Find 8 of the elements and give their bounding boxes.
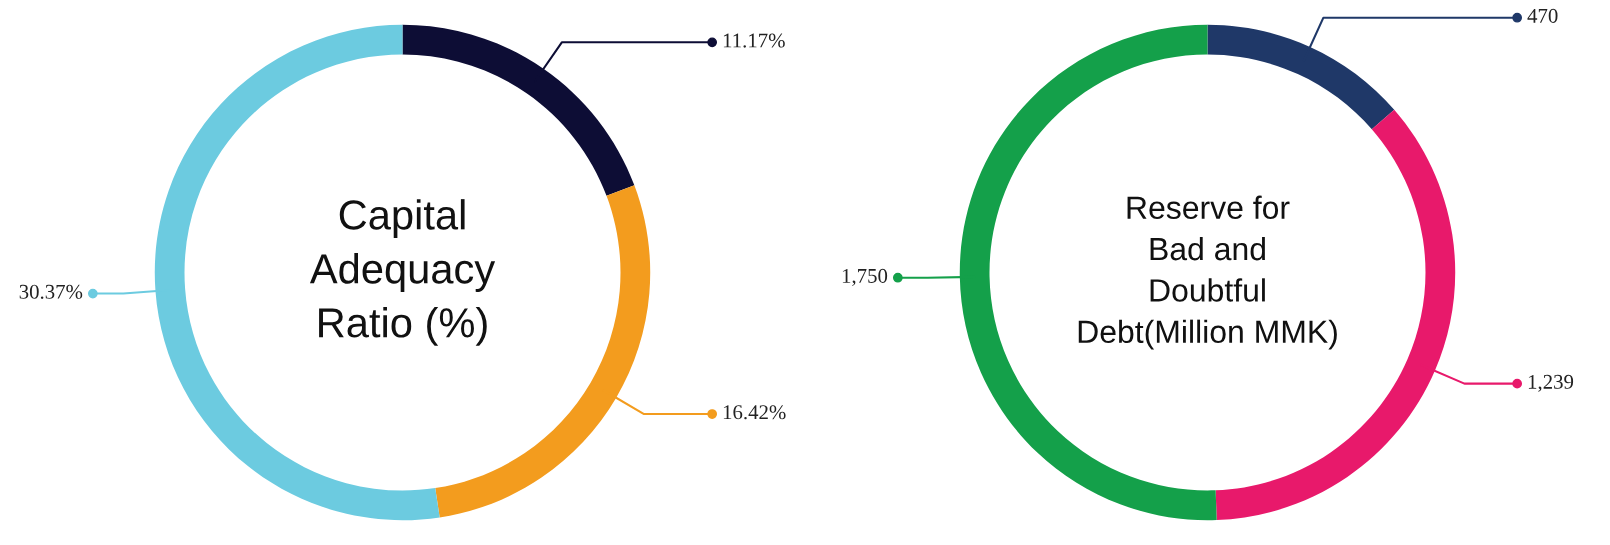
data-label: 16.42% (723, 405, 786, 420)
text: Capital Adequacy Ratio (%) (309, 199, 496, 346)
data-label: 1,750 (842, 268, 888, 286)
text: Reserve for Bad and Doubtful Debt(Million MMK) (1078, 195, 1337, 350)
data-label: 1,239 (1528, 374, 1574, 392)
data-label: 30.37% (19, 284, 83, 299)
data-label: 11.17% (723, 33, 785, 48)
data-label: 470 (1527, 8, 1558, 23)
